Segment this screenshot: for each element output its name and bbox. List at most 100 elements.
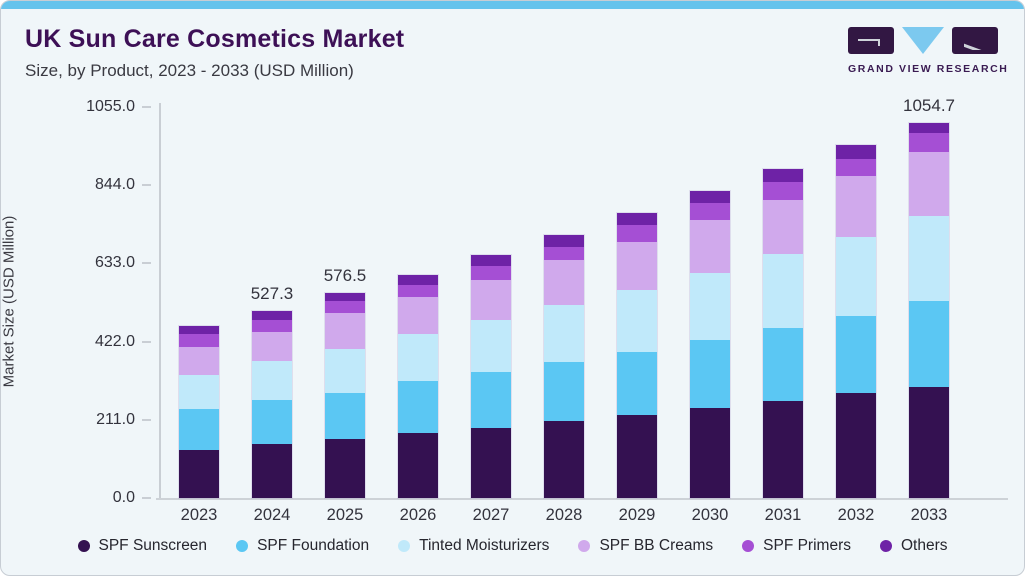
y-tick-mark [142,262,151,265]
bar-segment [398,284,438,298]
bar-segment [471,428,511,498]
bar-segment [909,386,949,498]
bar-total-label: 1054.7 [903,95,955,115]
stacked-bar-2029 [616,212,658,499]
bar-slot-2025: 576.5 2025 [324,107,367,524]
y-tick-mark [142,184,151,187]
bar-segment [617,289,657,352]
bar-segment [690,220,730,273]
bar-segment [179,409,219,450]
bar-segment [763,253,803,329]
bar-segment [836,315,876,394]
bar-segment [909,133,949,153]
logo-shapes [848,27,998,57]
bar-segment [763,328,803,402]
bar-segment [763,168,803,182]
bar-segment [325,313,365,349]
bar-segment [398,433,438,498]
x-tick-label: 2029 [618,506,656,524]
bar-segment [690,408,730,498]
bar-slot-2032: 2032 [835,107,877,524]
bar-slot-2029: 2029 [616,107,658,524]
bar-segment [398,275,438,285]
x-axis-line [156,498,1008,500]
stacked-bar-2025 [324,291,366,500]
bar-segment [544,260,584,305]
bar-segment [617,225,657,243]
stacked-bar-2024 [251,309,293,500]
legend-dot-icon [578,540,591,552]
stacked-bar-2027 [470,253,512,500]
plot-area: 2023 527.3 2024 576.5 2025 2026 2027 2028 2029 20… [159,96,1009,524]
bar-segment [836,145,876,159]
legend-label: Tinted Moisturizers [419,537,550,554]
x-tick-label: 2024 [253,506,291,524]
bar-segment [544,246,584,261]
legend-dot-icon [77,540,90,552]
legend-label: SPF BB Creams [599,537,714,554]
stacked-bar-2031 [762,167,804,500]
bar-segment [179,449,219,498]
bar-segment [690,272,730,340]
bar-segment [909,122,949,134]
legend-dot-icon [742,540,755,552]
logo-g-icon [848,27,894,54]
stacked-bar-2028 [543,233,585,500]
bar-segment [617,213,657,226]
bar-segment [325,392,365,440]
bar-segment [544,362,584,421]
y-tick-label: 633.0 [94,254,135,272]
bar-segment [252,310,292,320]
stacked-bar-2033 [908,121,950,500]
bar-segment [690,191,730,204]
bar-segment [617,415,657,498]
bar-segment [325,439,365,498]
bar-segment [763,199,803,254]
bar-segment [252,332,292,362]
stacked-bar-2023 [178,324,220,500]
y-tick-mark [142,418,151,421]
bar-segment [325,348,365,393]
bar-segment [471,254,511,266]
bar-slot-2031: 2031 [762,107,804,524]
legend-label: SPF Sunscreen [98,537,208,554]
bar-segment [690,203,730,221]
y-axis: 0.0 211.0 422.0 633.0 844.0 1055.0 [1,98,151,506]
bar-slot-2033: 1054.7 2033 [903,96,955,524]
bar-slot-2024: 527.3 2024 [251,107,294,524]
bar-segment [909,216,949,302]
y-tick-mark [142,106,151,108]
bar-total-label: 527.3 [250,283,294,303]
x-tick-label: 2025 [326,506,364,524]
legend: SPF Sunscreen SPF Foundation Tinted Moistu… [1,537,1024,555]
stacked-bar-2030 [689,190,731,499]
y-tick-mark [142,340,151,343]
x-tick-label: 2023 [180,506,218,524]
card-accent-strip [1,1,1024,9]
x-tick-label: 2031 [764,506,802,524]
legend-item: SPF Foundation [236,537,369,555]
bar-segment [179,325,219,334]
legend-item: SPF BB Creams [578,537,713,555]
y-tick-mark [142,497,151,499]
legend-item: SPF Primers [742,537,851,555]
bar-segment [471,265,511,280]
bar-segment [398,333,438,382]
bar-segment [617,242,657,290]
legend-dot-icon [398,540,411,552]
bar-segment [763,401,803,498]
bar-segment [398,297,438,334]
logo-v-icon [902,27,944,54]
legend-label: Others [900,537,948,554]
bar-segment [690,339,730,409]
legend-label: SPF Primers [763,537,851,554]
bar-segment [909,301,949,387]
bar-slot-2027: 2027 [470,107,512,524]
legend-label: SPF Foundation [257,537,370,554]
bar-segment [325,292,365,302]
x-tick-label: 2028 [545,506,583,524]
header: UK Sun Care Cosmetics Market Size, by Pr… [25,25,1007,81]
bar-segment [544,304,584,363]
page-title: UK Sun Care Cosmetics Market [25,25,405,53]
